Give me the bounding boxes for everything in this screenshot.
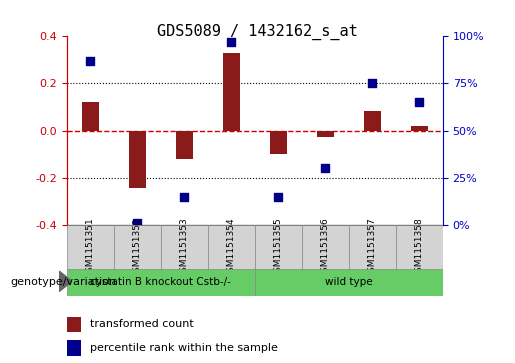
Text: wild type: wild type <box>325 277 373 287</box>
Point <box>87 58 95 64</box>
Text: cystatin B knockout Cstb-/-: cystatin B knockout Cstb-/- <box>91 277 231 287</box>
Text: GSM1151357: GSM1151357 <box>368 217 377 278</box>
Text: GSM1151352: GSM1151352 <box>133 217 142 278</box>
Bar <box>270 131 287 154</box>
FancyBboxPatch shape <box>302 225 349 270</box>
Bar <box>129 131 146 188</box>
Point <box>368 81 376 86</box>
Point <box>133 220 142 226</box>
FancyBboxPatch shape <box>161 225 208 270</box>
Point <box>415 99 423 105</box>
Text: GSM1151351: GSM1151351 <box>86 217 95 278</box>
Text: GSM1151358: GSM1151358 <box>415 217 424 278</box>
Bar <box>176 131 193 159</box>
Bar <box>82 102 99 131</box>
FancyBboxPatch shape <box>255 225 302 270</box>
Polygon shape <box>59 271 72 291</box>
Bar <box>364 111 381 131</box>
Bar <box>223 53 239 131</box>
Text: genotype/variation: genotype/variation <box>10 277 116 287</box>
FancyBboxPatch shape <box>396 225 443 270</box>
Point <box>321 166 330 171</box>
Text: GSM1151353: GSM1151353 <box>180 217 189 278</box>
Point <box>180 194 188 200</box>
FancyBboxPatch shape <box>208 225 255 270</box>
Point <box>274 194 283 200</box>
Bar <box>411 126 427 131</box>
FancyBboxPatch shape <box>67 269 255 296</box>
Text: percentile rank within the sample: percentile rank within the sample <box>90 343 278 353</box>
Bar <box>317 131 334 136</box>
FancyBboxPatch shape <box>255 269 443 296</box>
FancyBboxPatch shape <box>114 225 161 270</box>
Text: GDS5089 / 1432162_s_at: GDS5089 / 1432162_s_at <box>157 24 358 40</box>
Point <box>227 39 235 45</box>
Text: GSM1151354: GSM1151354 <box>227 217 236 278</box>
FancyBboxPatch shape <box>67 225 114 270</box>
Text: GSM1151355: GSM1151355 <box>274 217 283 278</box>
Bar <box>67 340 81 356</box>
Bar <box>67 317 81 332</box>
FancyBboxPatch shape <box>349 225 396 270</box>
Text: GSM1151356: GSM1151356 <box>321 217 330 278</box>
Text: transformed count: transformed count <box>90 319 193 330</box>
